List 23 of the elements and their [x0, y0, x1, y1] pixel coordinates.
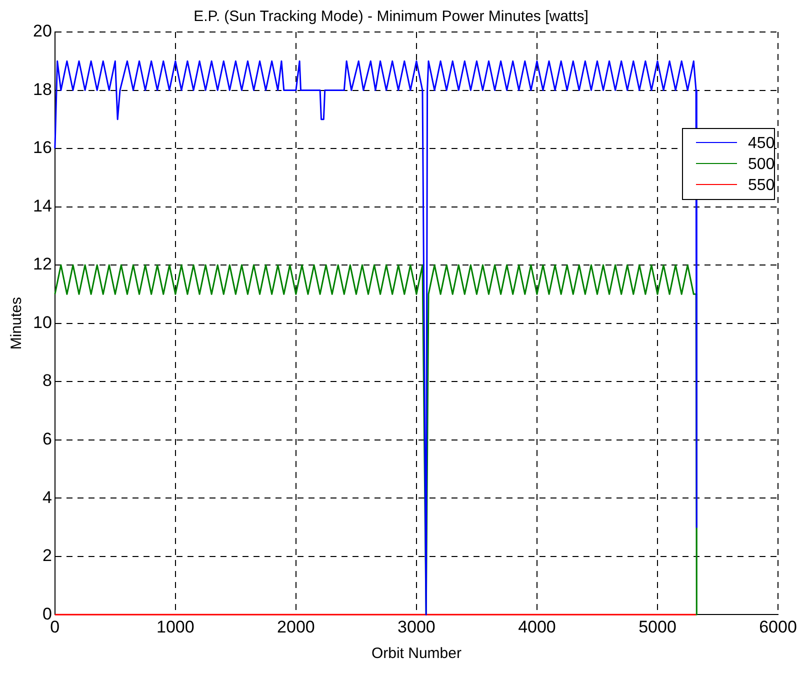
- y-tick-label: 10: [32, 312, 52, 332]
- chart-title: E.P. (Sun Tracking Mode) - Minimum Power Minutes [watts]: [194, 8, 588, 26]
- y-tick-label: 0: [42, 604, 52, 624]
- x-tick-label: 4000: [518, 617, 556, 636]
- y-tick-label: 14: [32, 196, 52, 216]
- x-tick-label: 2000: [277, 617, 315, 636]
- y-tick-label: 16: [32, 138, 52, 158]
- y-axis-title: Minutes: [8, 297, 26, 350]
- x-tick-label: 6000: [759, 617, 797, 636]
- y-tick-label: 12: [32, 254, 52, 274]
- y-tick-label: 4: [42, 488, 52, 507]
- x-axis-title: Orbit Number: [371, 645, 462, 662]
- y-tick-label: 2: [42, 546, 52, 566]
- x-tick-label: 3000: [398, 617, 436, 636]
- x-tick-label: 1000: [156, 617, 194, 636]
- y-tick-label: 8: [42, 371, 52, 390]
- x-tick-label: 5000: [638, 617, 676, 636]
- legend-label: 550: [748, 176, 775, 194]
- legend-label: 500: [748, 156, 775, 173]
- y-tick-label: 18: [32, 80, 52, 99]
- y-tick-label: 6: [42, 430, 52, 449]
- legend-label: 450: [748, 134, 775, 152]
- y-tick-label: 20: [32, 22, 52, 41]
